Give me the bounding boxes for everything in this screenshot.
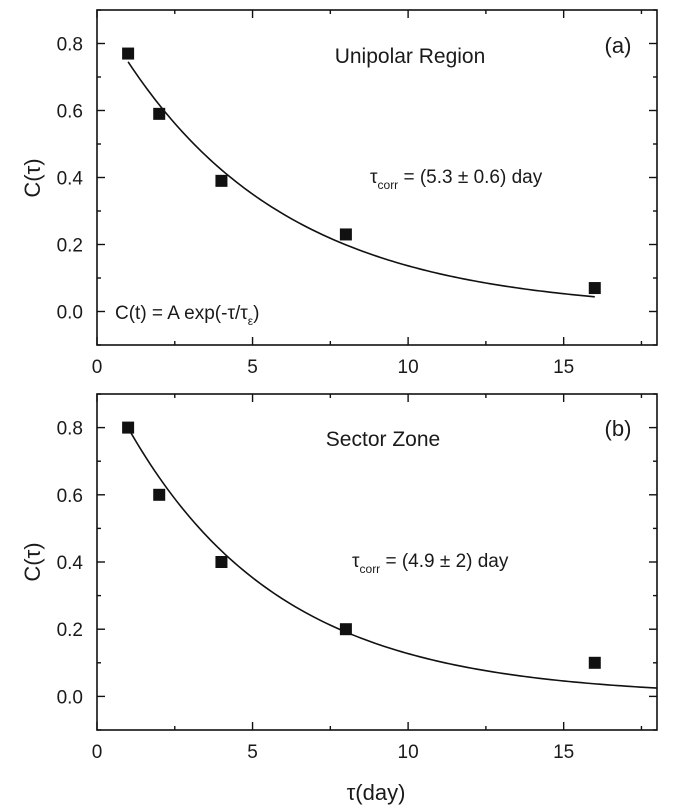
x-axis-label: τ(day) [347, 780, 406, 805]
fit-annotation-b: τcorr = (4.9 ± 2) day [352, 551, 509, 576]
data-point [215, 174, 228, 187]
y-tick-label: 0.4 [57, 553, 84, 574]
data-point [215, 556, 228, 568]
tau-symbol: τ [370, 167, 378, 188]
y-tick-label: 0.2 [57, 236, 83, 257]
y-tick-label: 0.6 [57, 102, 83, 123]
data-point [339, 228, 352, 241]
y-tick-label: 0.0 [57, 687, 83, 708]
panel-letter-b: (b) [605, 416, 632, 441]
x-tick-label: 5 [247, 742, 258, 763]
y-tick-label: 0.2 [57, 620, 83, 641]
tau-subscript: corr [360, 562, 381, 576]
formula-subscript: ε [248, 314, 254, 328]
data-points-a [122, 47, 601, 295]
formula-close: ) [253, 303, 259, 324]
tick-labels-b: 0 5 10 15 0.0 0.2 0.4 0.6 0.8 [57, 419, 575, 763]
x-tick-label: 15 [553, 742, 574, 763]
y-tick-label: 0.0 [57, 303, 83, 324]
data-point [153, 488, 166, 501]
panel-b: 0 5 10 15 0.0 0.2 0.4 0.6 0.8 Sector Zone (b) τc… [20, 393, 658, 805]
x-tick-label: 0 [92, 742, 103, 763]
y-tick-label: 0.6 [57, 486, 83, 507]
data-point [339, 623, 352, 636]
tau-symbol: τ [352, 551, 360, 572]
ticks-a [96, 9, 657, 346]
panel-a: 0 5 10 15 0.0 0.2 0.4 0.6 0.8 Unipolar Region (a… [20, 9, 658, 379]
data-point [588, 656, 601, 669]
data-point [122, 421, 135, 434]
ticks-b [96, 393, 657, 731]
x-tick-label: 5 [247, 357, 258, 378]
y-tick-label: 0.8 [57, 419, 83, 440]
fit-formula: C(t) = A exp(-τ/τε) [115, 303, 259, 328]
data-point [153, 107, 166, 120]
x-tick-label: 10 [398, 357, 419, 378]
y-tick-label: 0.4 [57, 169, 84, 190]
x-tick-label: 15 [553, 357, 574, 378]
tau-subscript: corr [378, 178, 399, 192]
y-axis-label-b: C(τ) [20, 542, 45, 581]
panel-title-a: Unipolar Region [335, 45, 486, 68]
fit-value: = (5.3 ± 0.6) day [398, 167, 543, 188]
y-tick-label: 0.8 [57, 35, 83, 56]
panel-title-b: Sector Zone [326, 428, 440, 451]
data-points-b [122, 421, 601, 669]
y-axis-label-a: C(τ) [20, 158, 45, 197]
formula-main: C(t) = A exp(-τ/τ [115, 303, 248, 324]
x-tick-label: 10 [398, 742, 419, 763]
fit-annotation-a: τcorr = (5.3 ± 0.6) day [370, 167, 543, 192]
fit-curve-b [127, 427, 658, 689]
x-tick-label: 0 [92, 357, 103, 378]
fit-curve-a [127, 61, 595, 298]
data-point [588, 282, 601, 295]
panel-letter-a: (a) [605, 33, 632, 58]
tick-labels-a: 0 5 10 15 0.0 0.2 0.4 0.6 0.8 [57, 35, 575, 379]
fit-value: = (4.9 ± 2) day [380, 551, 509, 572]
data-point [122, 47, 135, 60]
